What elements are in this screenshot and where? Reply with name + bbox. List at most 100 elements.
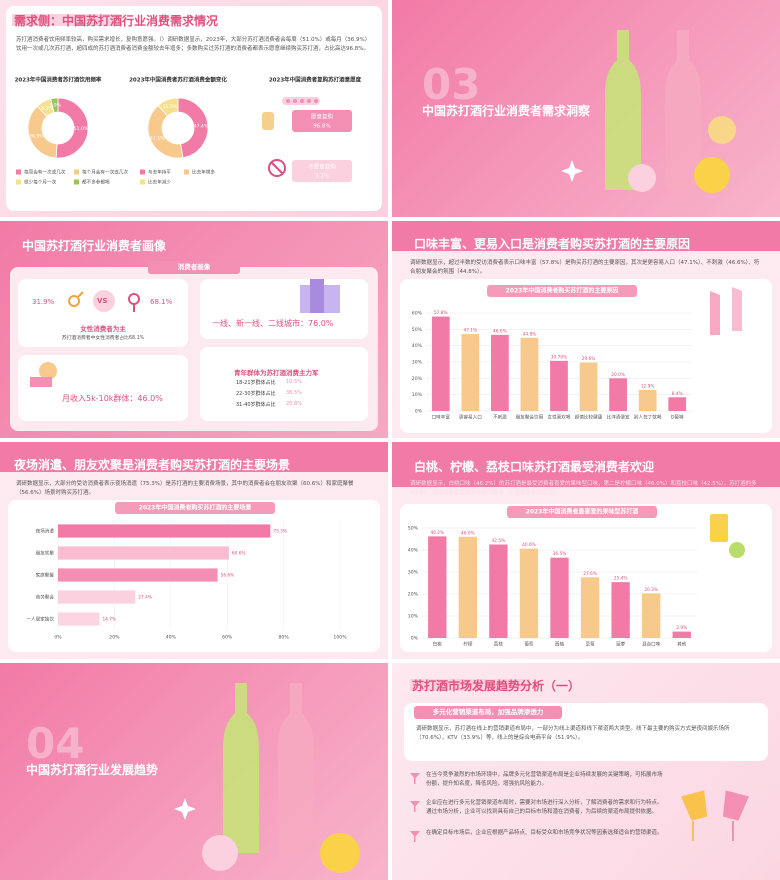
x-tick-label: 柠檬 [463, 641, 473, 648]
value-label: 44.8% [523, 331, 537, 337]
illustration [561, 30, 736, 193]
value-label: 51.0% [74, 126, 89, 132]
y-tick-label: 40% [408, 548, 419, 554]
retention-value: 3.2% [315, 174, 329, 180]
bar [489, 544, 508, 638]
slide: 04 中国苏打酒行业发展趋势 [0, 663, 388, 880]
value-label: 11.5% [163, 104, 178, 110]
value-label: 27.6% [583, 571, 597, 577]
bar [520, 337, 539, 411]
tag: 消费者画像 [148, 261, 240, 274]
value-label: 30.70% [551, 354, 567, 360]
slide-title: 夜场消遣、朋友欢聚是消费者购买苏打酒的主要场景 [14, 458, 291, 472]
bar [458, 536, 477, 638]
retention-value: 96.8% [313, 124, 330, 130]
x-tick-label: 40% [166, 635, 177, 641]
paragraph: 调研数据显示，苏打酒在线上的营销渠道布局中，一部分为线上渠道和线下渠道两大类型。… [416, 726, 730, 741]
bar [611, 582, 630, 638]
y-tick-label: 20% [412, 376, 423, 382]
legend-swatch [74, 179, 79, 185]
legend-label: 都不多参都喝 [82, 179, 110, 186]
x-tick-label: 颜值比较健康 [575, 414, 603, 421]
male-share: 31.9% [32, 298, 55, 306]
age-title: 青年群体为苏打酒消费主力军 [234, 369, 319, 377]
bar [428, 536, 447, 638]
legend-label: 每个月会有一次或几次 [82, 169, 128, 176]
income: 月收入5k-10k群体：46.0% [62, 394, 163, 403]
age-value: 10.5% [286, 379, 302, 385]
bar [58, 568, 218, 582]
subtitle: 多元化营销渠道布局，加强品牌渗透力 [414, 706, 562, 719]
bar [668, 397, 687, 411]
legend-label: 比去年增多 [192, 169, 215, 176]
y-tick-label: 朋友欢聚 [36, 550, 55, 557]
slide: 夜场消遣、朋友欢聚是消费者购买苏打酒的主要场景 调研数据显示，大部分的受访消费者… [0, 442, 388, 659]
y-tick-label: 40% [412, 343, 423, 349]
x-tick-label: 比洋酒便宜 [607, 414, 630, 421]
legend-swatch [16, 179, 21, 185]
y-tick-label: 50% [408, 526, 419, 532]
slide: 白桃、柠檬、荔枝口味苏打酒最受消费者欢迎 调研数据显示，白桃口味（46.2%）的… [392, 442, 780, 659]
retention-box [292, 160, 352, 182]
chart: 2023年中国消费者购买苏打酒的主要场景 0% 20% 40% 60% 80% 100% 75… [26, 502, 347, 641]
x-tick-label: 100% [333, 635, 347, 641]
x-tick-label: 0% [54, 635, 62, 641]
bar [58, 590, 136, 604]
section-number: 03 [422, 60, 481, 109]
value-label: 29.6% [582, 356, 596, 362]
chart-title: 2023年中国消费者购买苏打酒的主要原因 [506, 287, 619, 295]
age-label: 18-21岁群体占比 [236, 380, 276, 386]
donut-slice [157, 97, 179, 117]
bar [672, 631, 691, 638]
x-tick-label: 朋友聚会饮用 [516, 414, 544, 421]
donut-slice [27, 105, 58, 159]
section-number: 04 [26, 719, 85, 768]
y-tick-label: 20% [408, 592, 419, 598]
donut-slice [177, 97, 209, 159]
legend-swatch [140, 179, 145, 185]
chart-title-box [507, 506, 657, 518]
value-label: 60.6% [232, 551, 246, 557]
y-tick-label: 0% [411, 636, 419, 642]
bar [519, 548, 539, 638]
value-label: 20.0% [611, 372, 625, 378]
value-label: 20.3% [644, 587, 658, 593]
chart: 2023年中国消费者购买苏打酒的主要原因 0% 10% 20% 30% 40% 50% 60%… [412, 285, 742, 421]
y-tick-label: 10% [408, 614, 419, 620]
y-tick-label: 30% [408, 570, 419, 576]
charts: 2023年中国消费者苏打酒饮用频率 51.0% 36.9% 8.2%3.9% 每周会有一… [15, 76, 362, 186]
illustration [174, 683, 360, 873]
x-tick-label: 其他 [677, 641, 687, 648]
vs: VS [97, 297, 108, 305]
chart-title: 2023年中国消费者苏打酒消费金额变化 [129, 76, 227, 84]
bar [638, 389, 657, 411]
x-tick-label: 西柚 [555, 641, 565, 648]
x-tick-label: 葡萄 [524, 641, 534, 648]
y-tick-label: 家庭聚餐 [36, 572, 55, 579]
bar [491, 334, 509, 411]
value-label: 14.7% [102, 617, 116, 623]
legend-swatch [184, 169, 189, 175]
value-label: 46.0% [461, 530, 475, 536]
legend-swatch [74, 169, 79, 175]
value-label: 8.2% [41, 105, 53, 111]
bar [431, 316, 450, 411]
age-value: 20.8% [286, 401, 302, 407]
x-tick-label: 更容易入口 [459, 414, 482, 421]
x-tick-label: 草莓 [585, 641, 595, 648]
female-title: 女性消费者为主 [80, 325, 126, 333]
value-label: 42.5% [492, 538, 506, 544]
donut-slice [50, 97, 59, 113]
bar [642, 593, 661, 638]
bar [580, 577, 600, 638]
value-label: 3.9% [49, 103, 61, 109]
y-tick-label: 一人居家独饮 [26, 616, 54, 623]
value-label: 57.8% [434, 310, 448, 316]
chart-title: 2023年中国消费者苏打酒饮用频率 [15, 76, 102, 84]
bar [461, 334, 480, 411]
legend-swatch [16, 169, 21, 175]
chart: 2023年中国消费者最喜爱的果味型苏打酒 0% 10% 20% 30% 40% 50% 46.… [408, 506, 745, 648]
slide-title: 需求侧：中国苏打酒行业消费需求情况 [14, 14, 219, 28]
retention-label: 愿意复购 [311, 113, 334, 121]
